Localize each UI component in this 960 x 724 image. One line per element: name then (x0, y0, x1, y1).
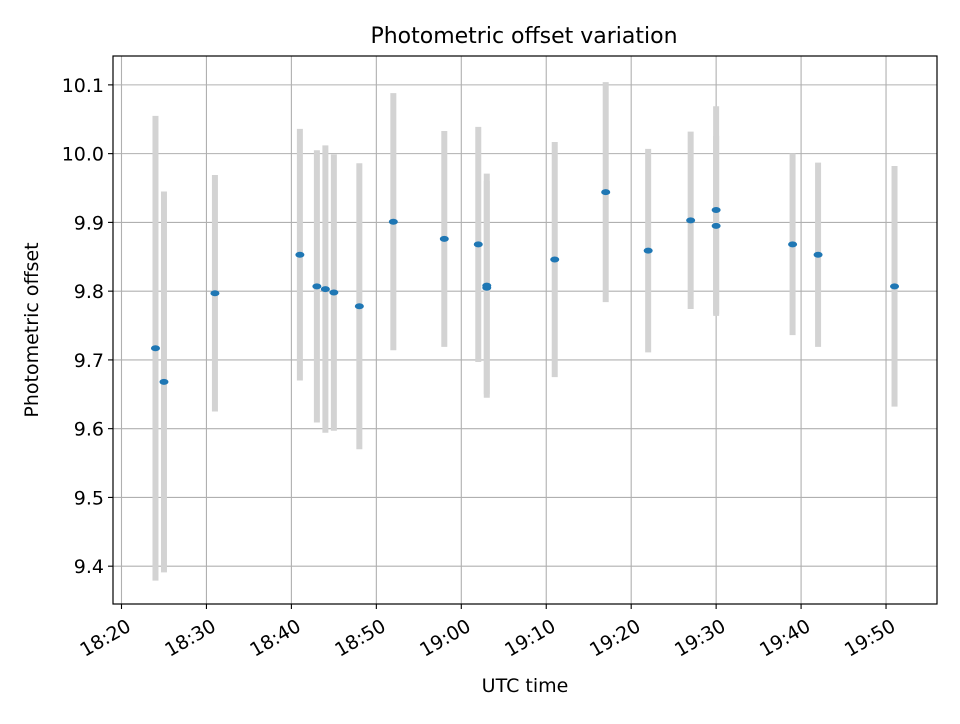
data-point (320, 286, 330, 293)
y-tick-label: 9.6 (74, 419, 104, 441)
data-point (711, 222, 721, 229)
data-point (890, 283, 900, 290)
markers (150, 189, 900, 385)
grid (113, 56, 937, 604)
data-point (788, 241, 798, 248)
data-point (210, 290, 220, 297)
data-point (473, 241, 483, 248)
chart-title: Photometric offset variation (370, 24, 677, 49)
y-tick-label: 9.4 (74, 556, 104, 578)
x-tick-label: 19:40 (756, 615, 814, 661)
y-tick-label: 10.1 (62, 75, 104, 97)
x-tick-label: 18:30 (161, 615, 219, 661)
errorbars (152, 82, 898, 581)
y-tick-label: 9.8 (74, 281, 104, 303)
data-point (482, 282, 492, 289)
data-point (150, 345, 160, 352)
x-tick-label: 19:50 (841, 615, 899, 661)
data-point (643, 247, 653, 254)
data-point (686, 217, 696, 224)
y-axis-ticks: 9.4 9.5 9.6 9.7 9.8 9.9 10.0 10.1 (62, 75, 113, 578)
data-point (312, 283, 322, 290)
x-tick-label: 19:20 (586, 615, 644, 661)
data-point (329, 289, 339, 296)
y-axis-label: Photometric offset (21, 242, 43, 417)
x-tick-label: 18:20 (76, 615, 134, 661)
data-point (295, 251, 305, 258)
data-point (354, 303, 364, 310)
data-point (439, 235, 449, 242)
y-tick-label: 9.7 (74, 350, 104, 372)
x-axis-ticks: 18:20 18:30 18:40 18:50 19:00 19:10 19:20 19:30… (76, 604, 899, 661)
y-tick-label: 10.0 (62, 144, 104, 166)
data-point (601, 189, 611, 196)
data-point (711, 207, 721, 214)
data-point (813, 251, 823, 258)
x-tick-label: 19:00 (416, 615, 474, 661)
data-point (550, 256, 560, 263)
data-point (388, 218, 398, 225)
x-tick-label: 18:50 (331, 615, 389, 661)
plot-frame (112, 55, 938, 605)
x-tick-label: 19:10 (501, 615, 559, 661)
y-tick-label: 9.9 (74, 212, 104, 234)
x-tick-label: 19:30 (671, 615, 729, 661)
y-tick-label: 9.5 (74, 487, 104, 509)
x-axis-label: UTC time (482, 675, 569, 697)
data-point (159, 378, 169, 385)
x-tick-label: 18:40 (246, 615, 304, 661)
